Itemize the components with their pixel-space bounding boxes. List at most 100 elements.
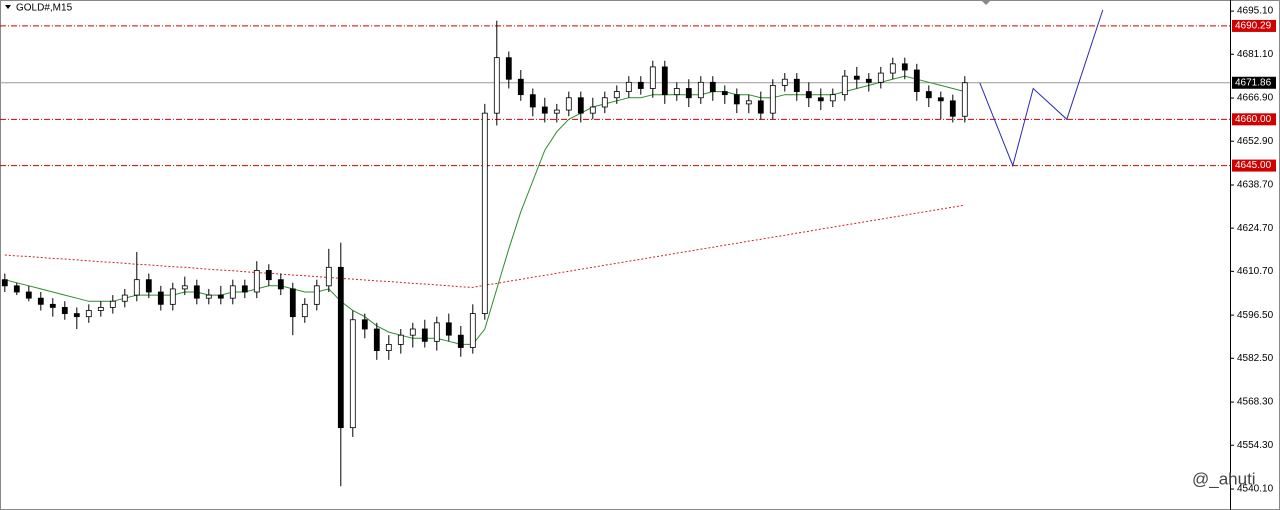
y-tick-label: 4554.30 <box>1237 440 1274 451</box>
shift-marker <box>981 0 991 5</box>
candle-body <box>589 106 596 114</box>
y-tick-label: 4638.70 <box>1237 180 1274 191</box>
candle-body <box>97 307 104 311</box>
plot <box>0 9 1230 487</box>
candle-body <box>349 319 356 429</box>
candle-body <box>889 63 896 74</box>
candle-body <box>361 319 368 330</box>
candle-body <box>193 285 200 299</box>
candle-body <box>433 322 440 342</box>
candle-body <box>745 100 752 105</box>
candle-body <box>553 109 560 114</box>
candle-body <box>169 288 176 305</box>
y-tick-label: 4681.10 <box>1237 49 1274 60</box>
y-tick-label: 4596.50 <box>1237 310 1274 321</box>
candle-body <box>817 97 824 102</box>
candle-body <box>625 81 632 92</box>
candle-body <box>73 313 80 318</box>
candle-body <box>289 288 296 318</box>
candle-body <box>781 78 788 86</box>
price-level-box <box>1232 76 1276 89</box>
y-tick-label: 4652.90 <box>1237 136 1274 147</box>
candle-body <box>37 297 44 305</box>
candle-body <box>325 266 332 287</box>
y-tick-label: 4624.70 <box>1237 223 1274 234</box>
candle-body <box>577 97 584 114</box>
candle-body <box>829 94 836 102</box>
candle-body <box>961 82 968 117</box>
candle-body <box>937 97 944 102</box>
candle-body <box>541 106 548 114</box>
price-level-label: 4690.29 <box>1235 21 1272 32</box>
chart-title: GOLD#,M15 <box>16 3 73 14</box>
candle-body <box>757 100 764 114</box>
candle-body <box>421 328 428 342</box>
candle-body <box>265 270 272 281</box>
menu-arrow[interactable] <box>5 5 11 9</box>
candle-body <box>205 294 212 299</box>
candle-body <box>121 294 128 302</box>
watermark: @_ahuti <box>1192 469 1256 488</box>
price-level-label: 4660.00 <box>1235 114 1272 125</box>
price-level-label: 4671.86 <box>1235 77 1272 88</box>
candle-body <box>565 97 572 111</box>
indicator-line <box>4 75 965 345</box>
candle-body <box>877 72 884 83</box>
candle-body <box>649 66 656 89</box>
candle-body <box>709 81 716 92</box>
candle-body <box>805 91 812 99</box>
price-level-label: 4645.00 <box>1235 160 1272 171</box>
candle-body <box>109 300 116 308</box>
candle-body <box>529 94 536 108</box>
candle-body <box>241 285 248 293</box>
candle-body <box>685 88 692 99</box>
candle-body <box>601 97 608 108</box>
candle-body <box>25 291 32 299</box>
candle-body <box>133 279 140 296</box>
candle-body <box>637 81 644 89</box>
candle-body <box>253 270 260 293</box>
candle-body <box>85 310 92 318</box>
candle-body <box>721 91 728 96</box>
candle-body <box>853 75 860 80</box>
candle-body <box>517 78 524 96</box>
candle-body <box>865 78 872 83</box>
candle-body <box>445 322 452 336</box>
candle-body <box>385 344 392 351</box>
candle-body <box>793 78 800 92</box>
candle-body <box>457 334 464 348</box>
candle-body <box>949 100 956 117</box>
price-level-box <box>1232 19 1276 32</box>
candle-body <box>493 57 500 114</box>
indicator-line <box>979 9 1104 168</box>
candle-body <box>925 91 932 99</box>
candle-body <box>733 94 740 105</box>
candle-body <box>1 279 8 287</box>
candle-body <box>13 285 20 293</box>
y-tick-label: 4582.50 <box>1237 353 1274 364</box>
candle-body <box>49 303 56 308</box>
y-tick-label: 4540.10 <box>1237 484 1274 495</box>
y-tick-label: 4695.10 <box>1237 6 1274 17</box>
candle-body <box>841 75 848 96</box>
axis-labels: 4695.10 4681.10 4666.90 4652.90 4638.70 4624.… <box>1230 6 1276 495</box>
candle-body <box>697 81 704 99</box>
y-tick-label: 4568.30 <box>1237 397 1274 408</box>
candle-body <box>157 291 164 305</box>
candle-body <box>217 294 224 299</box>
candle-body <box>229 285 236 299</box>
candle-body <box>901 63 908 71</box>
candle-body <box>301 303 308 318</box>
candle-body <box>373 328 380 351</box>
y-tick-label: 4610.70 <box>1237 266 1274 277</box>
y-tick-label: 4666.90 <box>1237 93 1274 104</box>
candle-body <box>769 85 776 114</box>
price-level-box <box>1232 159 1276 172</box>
candle-body <box>61 307 68 314</box>
price-level-box <box>1232 113 1276 126</box>
candle-body <box>277 279 284 290</box>
candle-body <box>313 285 320 305</box>
